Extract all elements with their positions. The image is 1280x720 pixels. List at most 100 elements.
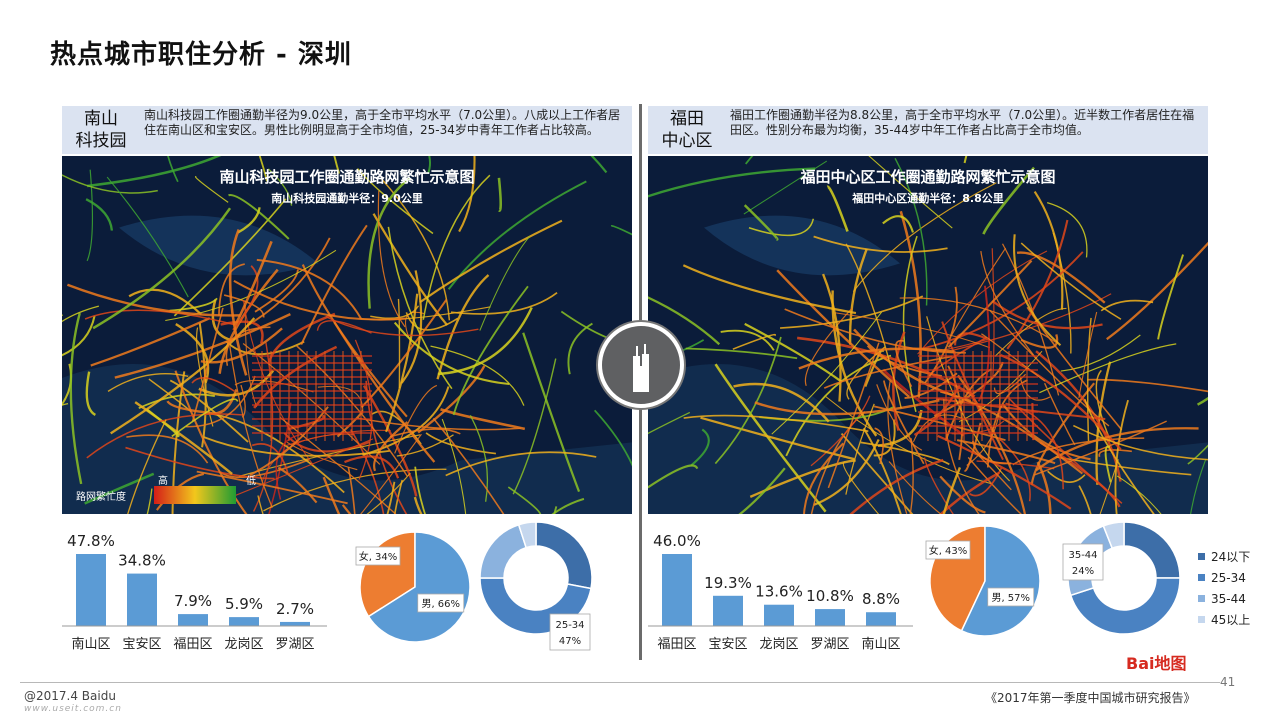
age-legend-item: 24以下 — [1198, 546, 1250, 567]
nanshan-residence-bar-chart: 47.8% 南山区 34.8% 宝安区 7.9% 福田区 5.9% 龙岗区 2.7% 罗湖区 — [62, 520, 332, 664]
bar-category-label: 罗湖区 — [810, 637, 849, 652]
page-number: 41 — [1220, 675, 1236, 689]
pie-label-female-box — [925, 540, 971, 560]
bar — [76, 554, 106, 626]
legend-label: 路网繁忙度 — [76, 492, 126, 503]
bar-category-label: 龙岗区 — [759, 637, 798, 652]
baidu-map-logo: Bai地图 — [1126, 654, 1187, 673]
donut-segment — [1102, 521, 1125, 550]
bar-value-label: 7.9% — [174, 592, 212, 610]
donut-callout-box — [549, 613, 591, 651]
bar — [662, 554, 692, 626]
legend-item-label: 24以下 — [1211, 550, 1251, 564]
futian-tag-line1: 福田 — [670, 109, 704, 129]
nanshan-description: 南山科技园工作圈通勤半径为9.0公里，高于全市平均水平（7.0公里）。八成以上工… — [144, 108, 621, 137]
bar-category-label: 宝安区 — [708, 637, 747, 652]
bar-value-label: 10.8% — [806, 587, 854, 605]
bar-category-label: 宝安区 — [122, 637, 161, 652]
bar — [178, 614, 208, 626]
futian-description: 福田工作圈通勤半径为8.8公里，高于全市平均水平（7.0公里）。近半数工作者居住… — [730, 108, 1195, 137]
futian-age-donut: 35-44 24% — [1062, 520, 1187, 654]
donut-segment — [479, 523, 528, 579]
pie-label-male-box — [417, 593, 465, 613]
bar-value-label: 46.0% — [653, 532, 701, 550]
donut-callout-label: 35-44 — [1068, 550, 1097, 561]
futian-map-title: 福田中心区工作圈通勤路网繁忙示意图 — [800, 168, 1056, 186]
futian-residence-bar-chart: 46.0% 福田区 19.3% 宝安区 13.6% 龙岗区 10.8% 罗湖区 8.8% 南山区 — [648, 520, 918, 664]
bar-value-label: 47.8% — [67, 532, 115, 550]
donut-segment — [1069, 577, 1181, 635]
donut-segment — [517, 521, 537, 549]
watermark: www.useit.com.cn — [24, 704, 122, 714]
pie-label-male-box — [987, 587, 1035, 607]
legend-swatch — [1198, 616, 1205, 623]
bar — [866, 612, 896, 626]
nanshan-traffic-map: 南山科技园工作圈通勤路网繁忙示意图 南山科技园通勤半径：9.0公里 高 低 路网… — [62, 156, 632, 514]
bar-category-label: 南山区 — [861, 636, 900, 652]
legend-swatch — [1198, 595, 1205, 602]
futian-road-network — [648, 156, 1208, 514]
age-legend: 24以下 25-34 35-44 45以上 — [1198, 546, 1250, 630]
donut-callout-value: 47% — [559, 636, 581, 647]
pie-label-female: 女, 34% — [359, 550, 398, 563]
pie-label-female-box — [355, 546, 401, 566]
futian-description-box: 福田 中心区 福田工作圈通勤半径为8.8公里，高于全市平均水平（7.0公里）。近… — [648, 106, 1208, 154]
bar-category-label: 南山区 — [71, 636, 110, 652]
legend-item-label: 45以上 — [1211, 613, 1251, 627]
bar-value-label: 34.8% — [118, 552, 166, 570]
footer-rule — [20, 682, 1220, 683]
nanshan-gender-pie: 女, 34% 男, 66% — [355, 520, 475, 654]
donut-callout-label: 25-34 — [555, 620, 584, 631]
bar — [815, 609, 845, 626]
report-title: 《2017年第一季度中国城市研究报告》 — [985, 691, 1196, 705]
age-legend-item: 45以上 — [1198, 609, 1250, 630]
bar-value-label: 13.6% — [755, 583, 803, 601]
bar-category-label: 罗湖区 — [275, 637, 314, 652]
bar-value-label: 5.9% — [225, 595, 263, 613]
age-legend-item: 25-34 — [1198, 567, 1250, 588]
nanshan-description-box: 南山 科技园 南山科技园工作圈通勤半径为9.0公里，高于全市平均水平（7.0公里… — [62, 106, 632, 154]
city-skyline-icon — [598, 322, 684, 408]
bar-category-label: 龙岗区 — [224, 637, 263, 652]
bar-value-label: 8.8% — [862, 590, 900, 608]
bar — [713, 595, 743, 626]
futian-tag-line2: 中心区 — [661, 131, 713, 151]
pie-slice-male — [960, 525, 1041, 637]
futian-traffic-map: 福田中心区工作圈通勤路网繁忙示意图 福田中心区通勤半径：8.8公里 — [648, 156, 1208, 514]
copyright: @2017.4 Baidu — [24, 689, 116, 703]
donut-callout-value: 24% — [1072, 566, 1094, 577]
legend-high-label: 高 — [158, 476, 168, 487]
legend-item-label: 35-44 — [1211, 591, 1246, 606]
nanshan-tag-line1: 南山 — [84, 109, 118, 129]
futian-tag: 福田 中心区 — [648, 106, 726, 154]
bar-value-label: 19.3% — [704, 574, 752, 592]
pie-slice-male — [367, 531, 471, 643]
donut-segment — [1123, 521, 1181, 579]
nanshan-tag-line2: 科技园 — [75, 131, 127, 151]
age-legend-item: 35-44 — [1198, 588, 1250, 609]
nanshan-age-donut: 25-34 47% — [478, 520, 603, 664]
legend-low-label: 低 — [246, 476, 256, 487]
bar-category-label: 福田区 — [173, 637, 212, 652]
bar — [229, 617, 259, 626]
bar — [127, 573, 157, 626]
nanshan-road-network — [62, 156, 632, 514]
pie-label-female: 女, 43% — [929, 544, 968, 557]
legend-swatch — [1198, 574, 1205, 581]
nanshan-tag: 南山 科技园 — [62, 106, 140, 154]
nanshan-map-subtitle: 南山科技园通勤半径：9.0公里 — [271, 192, 423, 205]
donut-callout-box — [1062, 543, 1104, 581]
page-title: 热点城市职住分析 - 深圳 — [50, 40, 352, 70]
donut-segment — [535, 521, 593, 590]
futian-map-subtitle: 福田中心区通勤半径：8.8公里 — [852, 192, 1004, 205]
legend-gradient-bar — [154, 486, 236, 504]
bar-category-label: 福田区 — [657, 637, 696, 652]
bar — [764, 604, 794, 626]
bar — [280, 621, 310, 626]
legend-swatch — [1198, 553, 1205, 560]
bar-value-label: 2.7% — [276, 600, 314, 618]
futian-gender-pie: 女, 43% 男, 57% — [925, 520, 1055, 654]
pie-label-male: 男, 66% — [421, 598, 460, 610]
pie-label-male: 男, 57% — [991, 592, 1030, 604]
legend-item-label: 25-34 — [1211, 570, 1246, 585]
